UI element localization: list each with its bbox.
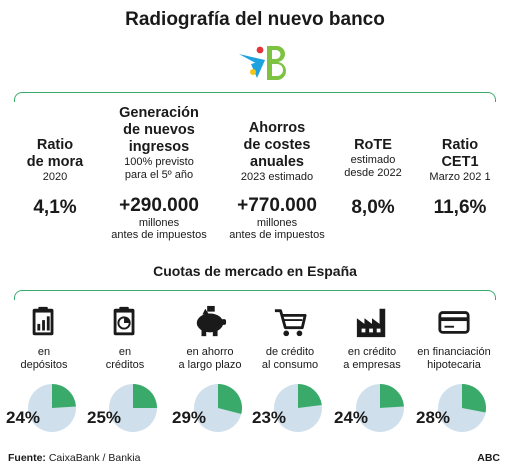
market-label-line: de crédito [265,346,315,358]
kpi-value: 8,0% [351,197,395,218]
pie-share-slice [52,384,76,408]
kpi-subtitle: Marzo 202 1 [415,171,505,184]
kpi-panel-border [14,92,496,102]
piggy-bank-icon [196,305,227,337]
market-label: en crédito a empresas [332,346,412,372]
kpi-subtitle-line: 100% previsto [124,156,194,168]
market-share-percent: 28% [416,408,451,427]
market-label: en financiación hipotecaria [414,346,494,372]
market-share-percent: 24% [6,408,41,427]
kpi-0: Ratio de mora 2020 [15,137,95,184]
page-title: Radiografía del nuevo banco [125,9,385,30]
market-label-line: a empresas [343,359,401,371]
kpi-subtitle: 2023 estimado [222,171,332,184]
market-share-percent: 25% [87,408,122,427]
kpi-subtitle-line: Marzo 202 1 [429,171,491,183]
market-label-line: a largo plazo [178,359,242,371]
pie-share-slice [218,384,243,414]
kpi-heading: Generación de nuevos ingresos [100,105,218,156]
shopping-cart-icon [274,309,307,337]
kpi-subtitle-line: desde 2022 [344,167,402,179]
caixabank-logo [239,46,286,80]
credit-card-icon [438,311,470,334]
market-label-line: en ahorro [186,346,234,358]
kpi-heading-line: Ratio [441,137,479,153]
kpi-4: Ratio CET1 Marzo 202 1 [415,137,505,184]
market-label: en ahorro a largo plazo [170,346,250,372]
kpi-heading: RoTE [333,137,413,154]
market-label-line: en financiación [417,346,491,358]
pie-share-slice [298,384,322,408]
kpi-unit: antes de impuestos [229,229,325,241]
kpi-heading-line: RoTE [354,137,392,153]
kpi-heading-line: Generación [119,105,199,121]
kpi-heading-line: de costes [243,137,311,153]
source-value: CaixaBank / Bankia [48,452,141,464]
market-share-percent: 29% [172,408,207,427]
kpi-subtitle-line: 2023 estimado [240,171,314,183]
kpi-value-block: +290.000 millones antes de impuestos [100,195,218,241]
kpi-heading-line: Ahorros [248,120,306,136]
pie-share-slice [380,384,404,408]
market-share-title: Cuotas de mercado en España [153,263,357,279]
kpi-2: Ahorros de costes anuales 2023 estimado [222,120,332,184]
kpi-subtitle: estimado desde 2022 [333,154,413,180]
kpi-heading-line: ingresos [128,139,190,155]
market-share-percent: 24% [334,408,369,427]
kpi-value-block: 8,0% [333,197,413,219]
pie-share-slice [462,384,486,413]
market-share-percent: 23% [252,408,287,427]
market-label-line: en crédito [347,346,397,358]
kpi-value-block: 11,6% [415,197,505,219]
kpi-unit: antes de impuestos [111,229,207,241]
kpi-heading-line: anuales [250,154,304,170]
kpi-value-block: +770.000 millones antes de impuestos [222,195,332,241]
kpi-subtitle: 100% previsto para el 5º año [100,156,218,182]
kpi-heading: Ratio de mora [15,137,95,171]
kpi-heading: Ahorros de costes anuales [222,120,332,171]
kpi-heading-line: de nuevos [123,122,195,138]
factory-icon [356,308,386,338]
market-panel-border [14,290,496,300]
market-share-pie [194,384,243,432]
market-label-line: en [118,346,132,358]
market-share-pie [28,384,76,432]
clipboard-pie-icon [113,306,135,336]
kpi-subtitle: 2020 [15,171,95,184]
kpi-value: 4,1% [33,197,77,218]
market-label-line: créditos [105,359,145,371]
publisher-label: ABC [477,452,500,464]
kpi-heading-line: de mora [26,154,84,170]
kpi-value-block: 4,1% [15,197,95,219]
market-label-line: en [37,346,51,358]
market-share-pie [438,384,486,432]
market-label-line: al consumo [261,359,319,371]
kpi-unit: millones [256,217,298,229]
market-label: de crédito al consumo [250,346,330,372]
clipboard-chart-icon [32,306,54,336]
kpi-subtitle-line: estimado [350,154,396,166]
kpi-value: +770.000 [237,195,317,216]
market-label: en créditos [85,346,165,372]
kpi-1: Generación de nuevos ingresos 100% previsto… [100,105,218,182]
kpi-heading: Ratio CET1 [415,137,505,171]
market-share-pie [109,384,157,432]
kpi-3: RoTE estimado desde 2022 [333,137,413,180]
kpi-unit: millones [138,217,180,229]
market-label: en depósitos [4,346,84,372]
kpi-value: +290.000 [119,195,199,216]
source-label: Fuente: [8,452,46,464]
market-label-line: hipotecaria [427,359,481,371]
source-note: Fuente: CaixaBank / Bankia [8,452,140,464]
kpi-heading-line: Ratio [36,137,74,153]
market-share-pie [274,384,322,432]
kpi-value: 11,6% [433,197,487,218]
kpi-subtitle-line: 2020 [42,171,68,183]
market-share-pie [356,384,404,432]
pie-share-slice [133,384,157,408]
kpi-subtitle-line: para el 5º año [124,169,194,181]
kpi-heading-line: CET1 [441,154,479,170]
market-label-line: depósitos [20,359,68,371]
